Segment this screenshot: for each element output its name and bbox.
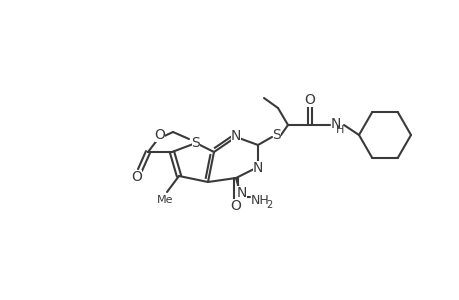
Text: S: S [272,128,281,142]
Text: O: O [154,128,165,142]
Text: O: O [230,199,241,213]
Text: 2: 2 [265,200,272,210]
Text: H: H [335,125,343,135]
Text: N: N [252,161,263,175]
Text: N: N [230,129,241,143]
Text: N: N [330,117,341,131]
Text: S: S [191,136,200,150]
Text: Me: Me [157,195,173,205]
Text: NH: NH [250,194,269,208]
Text: O: O [304,93,315,107]
Text: N: N [236,186,246,200]
Text: O: O [131,170,142,184]
